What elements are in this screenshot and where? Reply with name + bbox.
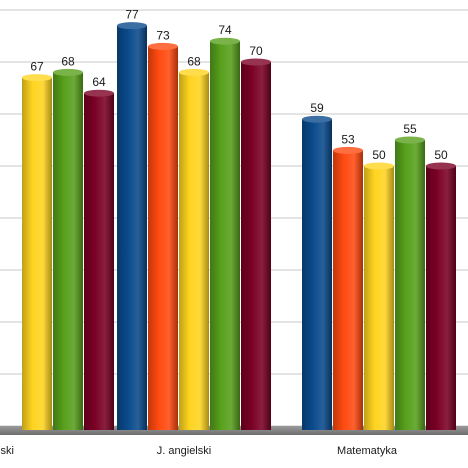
bar-cap (364, 162, 394, 170)
bar (426, 166, 456, 430)
value-label: 53 (341, 132, 355, 146)
bar-cap (333, 146, 363, 154)
bar-cap (210, 37, 240, 45)
bar (210, 41, 240, 430)
bar (241, 62, 271, 430)
bars (22, 22, 456, 431)
category-label: lski (0, 445, 14, 457)
value-label: 59 (310, 101, 324, 115)
bar-cap (84, 89, 114, 97)
category-label: J. angielski (157, 445, 211, 457)
value-label: 68 (187, 54, 201, 68)
value-label: 70 (249, 44, 263, 58)
bar-cap (117, 22, 147, 30)
category-labels: lski J. angielski Matematyka (0, 445, 398, 457)
value-label: 73 (156, 28, 170, 42)
bar-cap (241, 58, 271, 66)
value-label: 77 (125, 8, 139, 22)
bar-cap (53, 68, 83, 76)
bar (364, 166, 394, 430)
bar-cap (22, 74, 52, 82)
bar (395, 140, 425, 430)
value-labels: 67 68 64 77 73 68 74 70 59 53 50 55 50 (30, 8, 448, 162)
value-label: 50 (372, 148, 386, 162)
value-label: 74 (218, 23, 232, 37)
chart-floor (0, 426, 468, 435)
bar (179, 72, 209, 431)
category-label: Matematyka (337, 445, 398, 457)
bar (117, 25, 147, 430)
bar (84, 93, 114, 430)
value-label: 55 (403, 122, 417, 136)
bar-cap (179, 68, 209, 76)
value-label: 68 (61, 54, 75, 68)
bar (53, 72, 83, 431)
bar-cap (302, 115, 332, 123)
bar-cap (148, 42, 178, 50)
value-label: 50 (434, 148, 448, 162)
value-label: 67 (30, 60, 44, 74)
bar-cap (426, 162, 456, 170)
bar (148, 46, 178, 431)
bar (22, 77, 52, 430)
value-label: 64 (92, 75, 106, 89)
bar (333, 150, 363, 430)
bar-cap (395, 136, 425, 144)
bar (302, 119, 332, 430)
